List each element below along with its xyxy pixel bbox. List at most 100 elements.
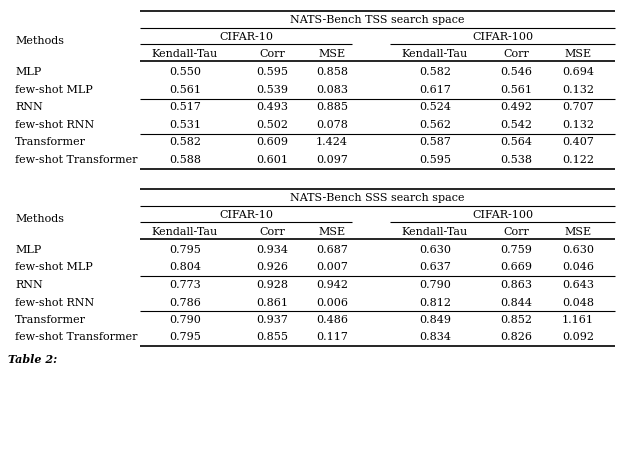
Text: few-shot Transformer: few-shot Transformer xyxy=(15,332,138,343)
Text: 0.630: 0.630 xyxy=(562,245,594,255)
Text: 0.587: 0.587 xyxy=(419,137,451,147)
Text: 0.852: 0.852 xyxy=(500,315,532,325)
Text: 0.812: 0.812 xyxy=(419,297,451,307)
Text: 0.707: 0.707 xyxy=(562,102,594,112)
Text: 0.132: 0.132 xyxy=(562,85,594,95)
Text: Transformer: Transformer xyxy=(15,137,86,147)
Text: 0.863: 0.863 xyxy=(500,280,532,290)
Text: MLP: MLP xyxy=(15,245,41,255)
Text: 0.117: 0.117 xyxy=(316,332,348,343)
Text: 1.161: 1.161 xyxy=(562,315,594,325)
Text: 0.582: 0.582 xyxy=(169,137,201,147)
Text: 0.643: 0.643 xyxy=(562,280,594,290)
Text: Corr: Corr xyxy=(259,227,285,236)
Text: 0.048: 0.048 xyxy=(562,297,594,307)
Text: 0.492: 0.492 xyxy=(500,102,532,112)
Text: 0.934: 0.934 xyxy=(256,245,288,255)
Text: NATS-Bench SSS search space: NATS-Bench SSS search space xyxy=(291,193,465,202)
Text: Methods: Methods xyxy=(15,214,64,224)
Text: 0.669: 0.669 xyxy=(500,262,532,272)
Text: 0.861: 0.861 xyxy=(256,297,288,307)
Text: CIFAR-100: CIFAR-100 xyxy=(472,210,533,219)
Text: 0.926: 0.926 xyxy=(256,262,288,272)
Text: 0.582: 0.582 xyxy=(419,67,451,77)
Text: few-shot MLP: few-shot MLP xyxy=(15,85,93,95)
Text: 0.092: 0.092 xyxy=(562,332,594,343)
Text: 0.885: 0.885 xyxy=(316,102,348,112)
Text: 0.524: 0.524 xyxy=(419,102,451,112)
Text: CIFAR-10: CIFAR-10 xyxy=(219,32,273,42)
Text: 0.855: 0.855 xyxy=(256,332,288,343)
Text: 0.694: 0.694 xyxy=(562,67,594,77)
Text: 0.006: 0.006 xyxy=(316,297,348,307)
Text: Kendall-Tau: Kendall-Tau xyxy=(402,49,468,59)
Text: 0.937: 0.937 xyxy=(256,315,288,325)
Text: CIFAR-10: CIFAR-10 xyxy=(219,210,273,219)
Text: 0.617: 0.617 xyxy=(419,85,451,95)
Text: Corr: Corr xyxy=(503,49,529,59)
Text: 0.637: 0.637 xyxy=(419,262,451,272)
Text: MSE: MSE xyxy=(319,49,346,59)
Text: 0.601: 0.601 xyxy=(256,155,288,165)
Text: MSE: MSE xyxy=(319,227,346,236)
Text: CIFAR-100: CIFAR-100 xyxy=(472,32,533,42)
Text: 0.588: 0.588 xyxy=(169,155,201,165)
Text: 0.928: 0.928 xyxy=(256,280,288,290)
Text: 0.546: 0.546 xyxy=(500,67,532,77)
Text: few-shot RNN: few-shot RNN xyxy=(15,297,94,307)
Text: few-shot Transformer: few-shot Transformer xyxy=(15,155,138,165)
Text: 0.595: 0.595 xyxy=(256,67,288,77)
Text: 0.493: 0.493 xyxy=(256,102,288,112)
Text: 0.804: 0.804 xyxy=(169,262,201,272)
Text: 0.595: 0.595 xyxy=(419,155,451,165)
Text: Table 2:: Table 2: xyxy=(8,354,57,365)
Text: 0.609: 0.609 xyxy=(256,137,288,147)
Text: 0.083: 0.083 xyxy=(316,85,348,95)
Text: 0.942: 0.942 xyxy=(316,280,348,290)
Text: 0.790: 0.790 xyxy=(169,315,201,325)
Text: 0.790: 0.790 xyxy=(419,280,451,290)
Text: 0.542: 0.542 xyxy=(500,120,532,130)
Text: Kendall-Tau: Kendall-Tau xyxy=(152,49,218,59)
Text: 0.786: 0.786 xyxy=(169,297,201,307)
Text: 0.539: 0.539 xyxy=(256,85,288,95)
Text: 0.531: 0.531 xyxy=(169,120,201,130)
Text: 0.630: 0.630 xyxy=(419,245,451,255)
Text: MSE: MSE xyxy=(564,227,591,236)
Text: 0.562: 0.562 xyxy=(419,120,451,130)
Text: few-shot MLP: few-shot MLP xyxy=(15,262,93,272)
Text: 0.795: 0.795 xyxy=(169,332,201,343)
Text: 0.097: 0.097 xyxy=(316,155,348,165)
Text: 0.517: 0.517 xyxy=(169,102,201,112)
Text: 0.132: 0.132 xyxy=(562,120,594,130)
Text: 0.826: 0.826 xyxy=(500,332,532,343)
Text: 0.407: 0.407 xyxy=(562,137,594,147)
Text: RNN: RNN xyxy=(15,280,43,290)
Text: 0.564: 0.564 xyxy=(500,137,532,147)
Text: 0.078: 0.078 xyxy=(316,120,348,130)
Text: 0.007: 0.007 xyxy=(316,262,348,272)
Text: Corr: Corr xyxy=(259,49,285,59)
Text: 0.795: 0.795 xyxy=(169,245,201,255)
Text: 0.502: 0.502 xyxy=(256,120,288,130)
Text: Methods: Methods xyxy=(15,36,64,46)
Text: few-shot RNN: few-shot RNN xyxy=(15,120,94,130)
Text: Kendall-Tau: Kendall-Tau xyxy=(152,227,218,236)
Text: 0.834: 0.834 xyxy=(419,332,451,343)
Text: 0.550: 0.550 xyxy=(169,67,201,77)
Text: 0.844: 0.844 xyxy=(500,297,532,307)
Text: 0.759: 0.759 xyxy=(500,245,532,255)
Text: Transformer: Transformer xyxy=(15,315,86,325)
Text: MSE: MSE xyxy=(564,49,591,59)
Text: 0.046: 0.046 xyxy=(562,262,594,272)
Text: 0.538: 0.538 xyxy=(500,155,532,165)
Text: 1.424: 1.424 xyxy=(316,137,348,147)
Text: NATS-Bench TSS search space: NATS-Bench TSS search space xyxy=(291,15,465,25)
Text: MLP: MLP xyxy=(15,67,41,77)
Text: Kendall-Tau: Kendall-Tau xyxy=(402,227,468,236)
Text: RNN: RNN xyxy=(15,102,43,112)
Text: 0.849: 0.849 xyxy=(419,315,451,325)
Text: 0.486: 0.486 xyxy=(316,315,348,325)
Text: 0.561: 0.561 xyxy=(500,85,532,95)
Text: 0.561: 0.561 xyxy=(169,85,201,95)
